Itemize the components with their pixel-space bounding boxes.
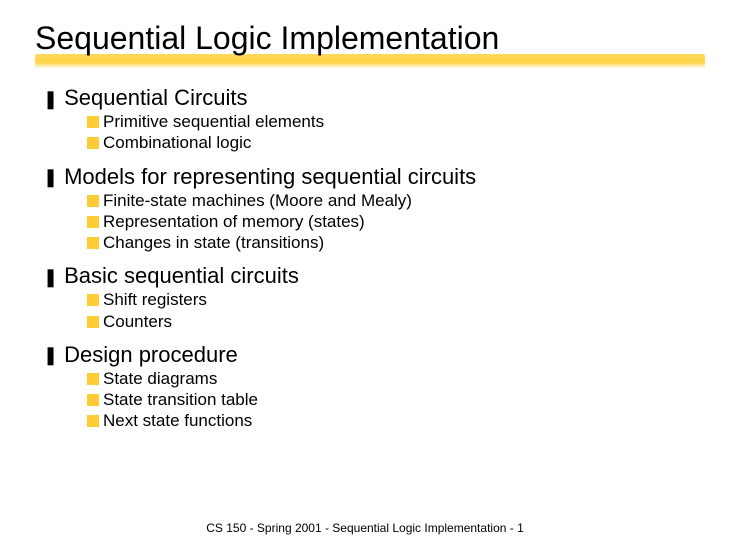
section-heading: ❚ Models for representing sequential circ… (43, 164, 695, 190)
bullet-lvl2-icon (87, 116, 99, 128)
slide: Sequential Logic Implementation ❚ Sequent… (0, 0, 730, 432)
list-item: Changes in state (transitions) (87, 232, 695, 253)
list-item: Representation of memory (states) (87, 211, 695, 232)
list-item: Counters (87, 311, 695, 332)
list-item: Next state functions (87, 410, 695, 431)
section-4: ❚ Design procedure State diagrams State t… (35, 342, 695, 432)
heading-text: Sequential Circuits (64, 85, 247, 110)
bullet-lvl2-icon (87, 294, 99, 306)
bullet-lvl1-icon: ❚ (43, 167, 58, 188)
section-heading: ❚ Sequential Circuits (43, 85, 695, 111)
heading-text: Models for representing sequential circu… (64, 164, 476, 189)
bullet-lvl2-icon (87, 316, 99, 328)
item-text: State transition table (103, 390, 258, 409)
section-1: ❚ Sequential Circuits Primitive sequentia… (35, 85, 695, 154)
bullet-lvl1-icon: ❚ (43, 345, 58, 366)
section-2: ❚ Models for representing sequential circ… (35, 164, 695, 254)
bullet-lvl2-icon (87, 394, 99, 406)
bullet-lvl1-icon: ❚ (43, 89, 58, 110)
item-text: Counters (103, 312, 172, 331)
list-item: State transition table (87, 389, 695, 410)
list-item: Shift registers (87, 289, 695, 310)
heading-text: Design procedure (64, 342, 238, 367)
section-heading: ❚ Design procedure (43, 342, 695, 368)
item-text: Finite-state machines (Moore and Mealy) (103, 191, 412, 210)
item-text: State diagrams (103, 369, 217, 388)
list-item: State diagrams (87, 368, 695, 389)
slide-footer: CS 150 - Spring 2001 - Sequential Logic … (0, 521, 730, 535)
item-text: Representation of memory (states) (103, 212, 365, 231)
item-text: Primitive sequential elements (103, 112, 324, 131)
bullet-lvl2-icon (87, 216, 99, 228)
section-3: ❚ Basic sequential circuits Shift registe… (35, 263, 695, 332)
list-item: Combinational logic (87, 132, 695, 153)
bullet-lvl2-icon (87, 373, 99, 385)
item-text: Next state functions (103, 411, 252, 430)
section-heading: ❚ Basic sequential circuits (43, 263, 695, 289)
bullet-lvl2-icon (87, 415, 99, 427)
list-item: Primitive sequential elements (87, 111, 695, 132)
bullet-lvl2-icon (87, 137, 99, 149)
item-text: Shift registers (103, 290, 207, 309)
bullet-lvl1-icon: ❚ (43, 267, 58, 288)
slide-title: Sequential Logic Implementation (35, 20, 695, 57)
heading-text: Basic sequential circuits (64, 263, 299, 288)
list-item: Finite-state machines (Moore and Mealy) (87, 190, 695, 211)
bullet-lvl2-icon (87, 237, 99, 249)
item-text: Changes in state (transitions) (103, 233, 324, 252)
title-block: Sequential Logic Implementation (35, 20, 695, 57)
bullet-lvl2-icon (87, 195, 99, 207)
item-text: Combinational logic (103, 133, 251, 152)
